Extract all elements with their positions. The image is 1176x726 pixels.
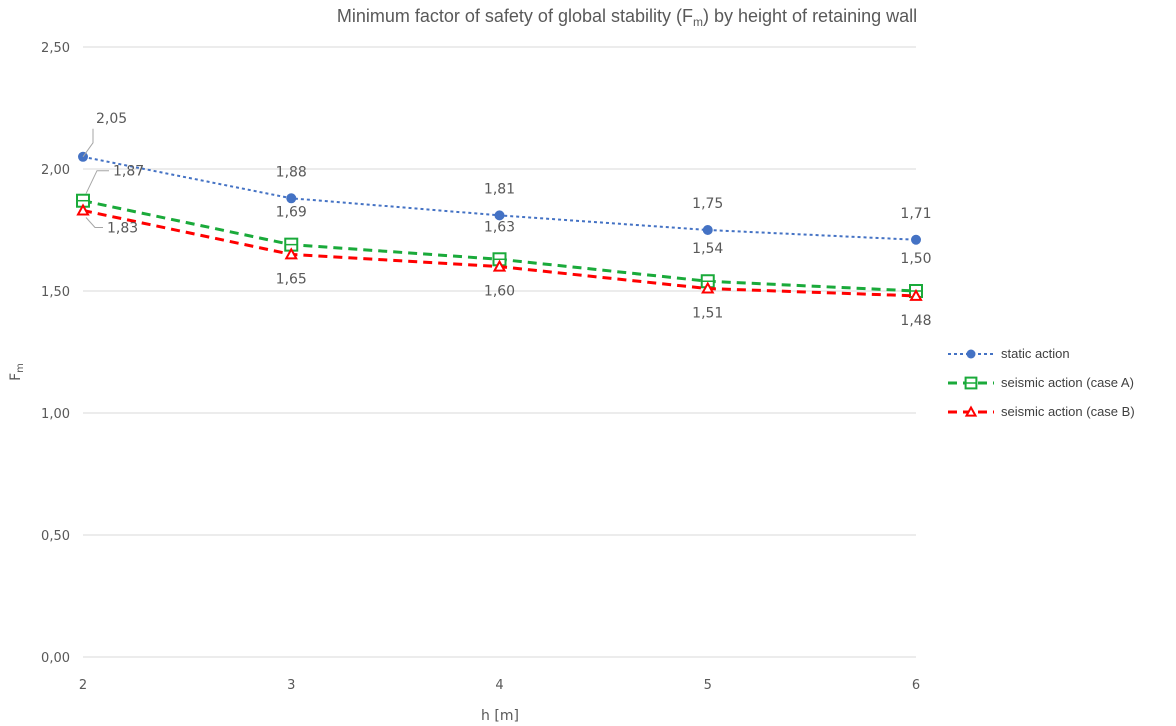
data-point [76,203,90,216]
data-point [286,193,297,204]
legend-item: seismic action (case B) [948,404,1135,419]
data-point [284,247,298,260]
data-label: 1,65 [276,271,307,287]
data-label: 1,63 [484,219,515,235]
data-label: 2,05 [96,111,127,127]
data-label: 1,87 [113,164,144,180]
x-tick-label: 4 [495,678,503,693]
legend-item: static action [948,346,1070,361]
x-axis-title: h [m] [481,708,519,724]
data-labels: 2,05 1,88 1,81 1,75 1,71 1,87 1,69 1,63 1,54 1,50… [82,111,932,329]
y-tick-label: 2,00 [41,163,70,178]
data-point [702,225,713,235]
chart-title-tail: ) by height of retaining wall [703,6,917,26]
x-axis-ticks: 2 3 4 5 6 [79,678,920,693]
legend-item: seismic action (case A) [948,375,1134,390]
data-point [909,288,923,301]
data-label: 1,88 [276,164,307,180]
y-axis-title-subscript: m [15,363,26,373]
data-label: 1,75 [692,196,723,212]
data-point [966,349,976,359]
data-point [911,234,921,245]
legend-label: static action [1001,346,1070,361]
gridlines [83,46,916,658]
data-point [284,237,299,252]
leader-line [85,170,109,194]
y-tick-label: 2,50 [41,41,70,56]
data-label: 1,60 [484,284,515,300]
data-label: 1,71 [900,206,931,222]
y-tick-label: 1,50 [41,285,70,300]
plot-area [76,151,923,301]
y-axis-title: Fm [8,363,26,381]
y-axis-ticks: 0,00 0,50 1,00 1,50 2,00 2,50 [41,41,70,666]
y-axis-title-main: F [8,373,24,381]
leader-line [82,128,94,158]
data-point [492,259,507,272]
leader-line [85,217,103,228]
data-point [494,210,505,221]
data-label: 1,50 [900,251,931,267]
data-label: 1,81 [484,181,515,197]
data-label: 1,54 [692,241,723,257]
legend-label: seismic action (case A) [1001,375,1134,390]
data-label: 1,83 [107,220,138,236]
legend: static action seismic action (case A) seis… [948,346,1135,419]
legend-label: seismic action (case B) [1001,404,1135,419]
data-point [964,405,978,417]
data-label: 1,69 [276,205,307,221]
x-tick-label: 2 [79,678,87,693]
y-tick-label: 0,00 [41,651,70,666]
chart-title: Minimum factor of safety of global stabi… [337,6,917,29]
chart-title-subscript: m [693,15,703,29]
x-tick-label: 5 [704,678,712,693]
data-point [964,376,978,390]
data-label: 1,48 [900,313,931,329]
x-tick-label: 3 [287,678,295,693]
x-tick-label: 6 [912,678,920,693]
data-point [701,281,715,294]
chart-title-main: Minimum factor of safety of global stabi… [337,6,693,26]
y-tick-label: 1,00 [41,407,70,422]
data-label: 1,51 [692,306,723,322]
y-tick-label: 0,50 [41,529,70,544]
